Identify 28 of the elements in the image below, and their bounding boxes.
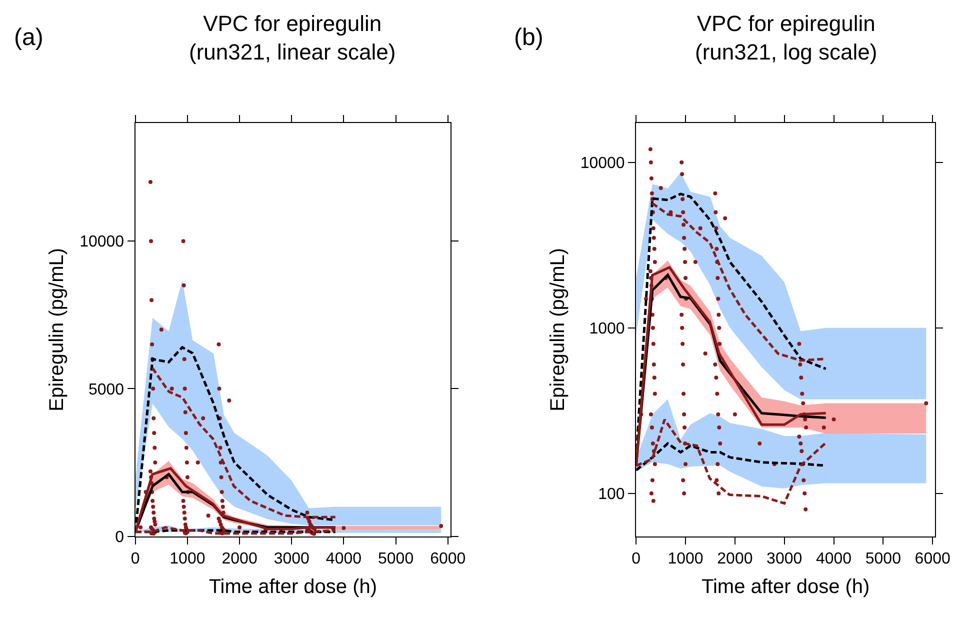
x-tick-label: 1000: [170, 550, 206, 568]
chart-title: VPC for epiregulin (run321, log scale): [695, 11, 878, 65]
x-tick-label: 2000: [717, 550, 753, 568]
x-axis-title: Time after dose (h): [208, 576, 378, 598]
x-tick-label: 5000: [378, 550, 414, 568]
x-tick-label: 0: [632, 550, 641, 568]
x-axis-title: Time after dose (h): [701, 576, 870, 598]
y-tick-label: 100: [598, 486, 625, 503]
text: (b): [514, 24, 544, 51]
y-tick-label: 1000: [589, 320, 625, 338]
y-tick-label: 10000: [580, 154, 625, 172]
x-tick-label: 0: [130, 550, 140, 568]
text: (a): [14, 24, 44, 51]
y-tick-label: 5000: [88, 381, 124, 398]
x-tick-label: 6000: [914, 550, 950, 568]
y-axis-title: Epiregulin (pg/mL): [46, 248, 68, 412]
y-tick-label: 10000: [80, 234, 124, 251]
x-tick-label: 6000: [430, 550, 466, 568]
y-tick-label: 0: [115, 528, 124, 546]
x-tick-label: 4000: [816, 550, 852, 568]
x-tick-label: 3000: [274, 550, 310, 568]
x-tick-label: 5000: [865, 550, 902, 568]
x-tick-label: 4000: [326, 550, 362, 568]
chart-title: VPC for epiregulin (run321, linear scale): [189, 11, 396, 65]
x-tick-label: 3000: [766, 550, 802, 568]
x-tick-label: 2000: [222, 550, 258, 568]
x-tick-label: 1000: [668, 550, 704, 568]
y-axis-title: Epiregulin (pg/mL): [546, 248, 569, 412]
